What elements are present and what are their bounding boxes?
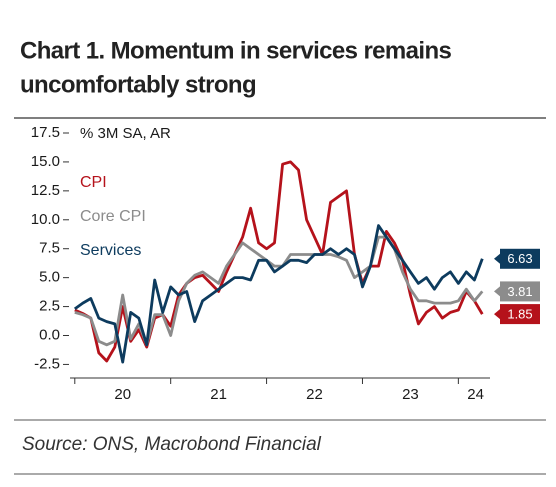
y-tick-label: 5.0 [39,269,60,286]
y-axis-label: % 3M SA, AR [80,125,171,142]
legend-entry: CPI [80,174,107,191]
y-tick-label: 2.5 [39,298,60,315]
end-label-box [500,281,540,302]
y-tick-label: -2.5 [34,355,60,372]
y-tick-label: 10.0 [31,211,60,228]
y-tick-label: 15.0 [31,153,60,170]
y-tick-label: 7.5 [39,240,60,257]
chart-title: uncomfortably strong [20,71,256,98]
end-label: 1.85 [507,307,532,322]
legend-entry: Core CPI [80,208,146,225]
x-tick-label: 24 [467,386,484,403]
end-label-pointer [494,253,500,264]
line-series [73,224,484,364]
end-label: 3.81 [507,284,532,299]
y-tick-label: 17.5 [31,124,60,141]
x-tick-label: 23 [402,386,419,403]
x-tick-label: 21 [210,386,227,403]
end-label-pointer [494,309,500,320]
end-label-pointer [494,286,500,297]
source: Source: ONS, Macrobond Financial [22,434,322,455]
y-tick-label: 0.0 [39,326,60,343]
x-tick-label: 20 [114,386,131,403]
legend-entry: Services [80,242,141,259]
chart-title: Chart 1. Momentum in services remains [20,37,452,64]
end-label: 6.63 [507,251,532,266]
line-series [74,160,484,363]
end-label-box [500,304,540,325]
y-tick-label: 12.5 [31,182,60,199]
end-label-box [500,248,540,269]
x-tick-label: 22 [306,386,323,403]
